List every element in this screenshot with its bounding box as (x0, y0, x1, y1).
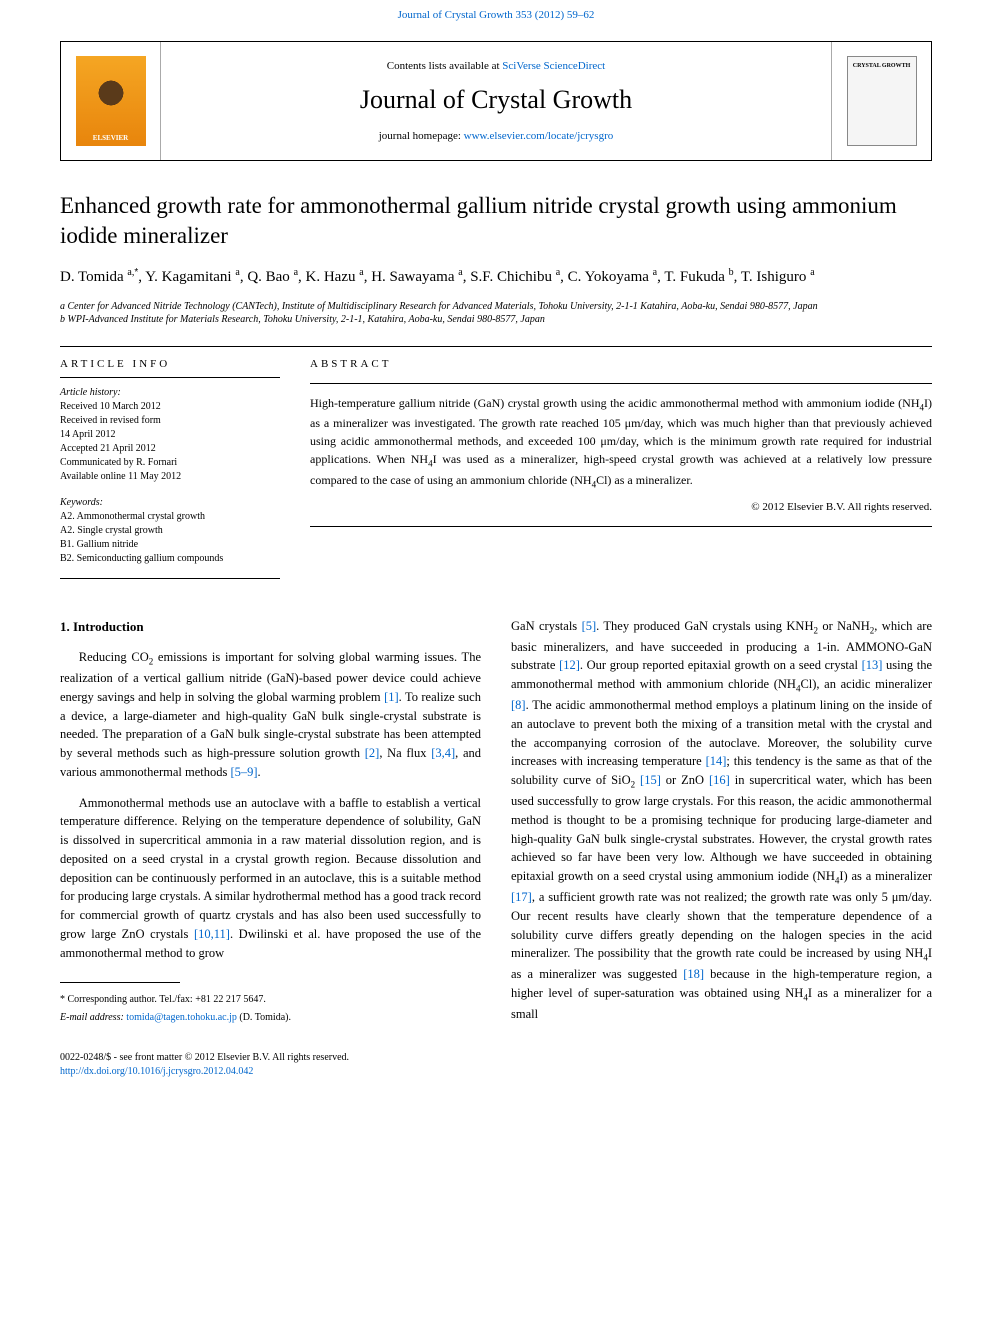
article-history-block: Article history: Received 10 March 2012 … (60, 386, 280, 484)
journal-cover-box: CRYSTAL GROWTH (831, 42, 931, 160)
footnote-divider (60, 982, 180, 983)
authors-list: D. Tomida a,*, Y. Kagamitani a, Q. Bao a… (60, 266, 932, 288)
body-two-column: 1. Introduction Reducing CO2 emissions i… (60, 617, 932, 1032)
abstract-heading: ABSTRACT (310, 357, 932, 372)
history-line: Available online 11 May 2012 (60, 470, 280, 484)
contents-prefix: Contents lists available at (387, 60, 502, 72)
corresponding-author-footnote: * Corresponding author. Tel./fax: +81 22… (60, 991, 481, 1008)
body-paragraph: GaN crystals [5]. They produced GaN crys… (511, 617, 932, 1024)
issn-line: 0022-0248/$ - see front matter © 2012 El… (60, 1051, 932, 1065)
history-label: Article history: (60, 386, 280, 400)
info-abstract-row: ARTICLE INFO Article history: Received 1… (60, 357, 932, 586)
affiliation-a: a Center for Advanced Nitride Technology… (60, 300, 932, 313)
homepage-line: journal homepage: www.elsevier.com/locat… (379, 129, 614, 144)
journal-citation-link[interactable]: Journal of Crystal Growth 353 (2012) 59–… (0, 0, 992, 31)
divider (310, 526, 932, 527)
elsevier-tree-icon (91, 69, 131, 129)
abstract-column: ABSTRACT High-temperature gallium nitrid… (310, 357, 932, 586)
doi-link[interactable]: http://dx.doi.org/10.1016/j.jcrysgro.201… (60, 1065, 932, 1079)
thumb-text: CRYSTAL GROWTH (853, 62, 911, 70)
article-title: Enhanced growth rate for ammonothermal g… (60, 191, 932, 251)
history-line: Accepted 21 April 2012 (60, 442, 280, 456)
email-suffix: (D. Tomida). (237, 1012, 291, 1023)
keyword-line: A2. Ammonothermal crystal growth (60, 510, 280, 524)
elsevier-text: ELSEVIER (93, 134, 128, 144)
homepage-prefix: journal homepage: (379, 130, 464, 142)
affiliations: a Center for Advanced Nitride Technology… (60, 300, 932, 326)
bottom-meta: 0022-0248/$ - see front matter © 2012 El… (60, 1051, 932, 1079)
keyword-line: B2. Semiconducting gallium compounds (60, 552, 280, 566)
abstract-text: High-temperature gallium nitride (GaN) c… (310, 394, 932, 493)
journal-header: ELSEVIER Contents lists available at Sci… (60, 41, 932, 161)
article-content: Enhanced growth rate for ammonothermal g… (60, 191, 932, 1079)
header-center: Contents lists available at SciVerse Sci… (161, 42, 831, 160)
homepage-url[interactable]: www.elsevier.com/locate/jcrysgro (464, 130, 614, 142)
email-link[interactable]: tomida@tagen.tohoku.ac.jp (126, 1012, 237, 1023)
journal-name: Journal of Crystal Growth (360, 82, 632, 118)
introduction-heading: 1. Introduction (60, 617, 481, 637)
body-paragraph: Reducing CO2 emissions is important for … (60, 648, 481, 782)
keywords-block: Keywords: A2. Ammonothermal crystal grow… (60, 496, 280, 566)
history-line: 14 April 2012 (60, 428, 280, 442)
divider (60, 346, 932, 347)
footnote-corresp: * Corresponding author. Tel./fax: +81 22… (60, 994, 266, 1005)
history-line: Received in revised form (60, 414, 280, 428)
abstract-copyright: © 2012 Elsevier B.V. All rights reserved… (310, 500, 932, 515)
history-line: Received 10 March 2012 (60, 400, 280, 414)
affiliation-b: b WPI-Advanced Institute for Materials R… (60, 313, 932, 326)
article-info-heading: ARTICLE INFO (60, 357, 280, 372)
sciverse-link[interactable]: SciVerse ScienceDirect (502, 60, 605, 72)
keyword-line: B1. Gallium nitride (60, 538, 280, 552)
divider (310, 383, 932, 384)
divider (60, 377, 280, 378)
elsevier-logo: ELSEVIER (76, 56, 146, 146)
email-footnote: E-mail address: tomida@tagen.tohoku.ac.j… (60, 1010, 481, 1025)
elsevier-logo-box: ELSEVIER (61, 42, 161, 160)
divider (60, 578, 280, 579)
keyword-line: A2. Single crystal growth (60, 524, 280, 538)
email-label: E-mail address: (60, 1012, 126, 1023)
body-paragraph: Ammonothermal methods use an autoclave w… (60, 794, 481, 963)
keywords-label: Keywords: (60, 496, 280, 510)
journal-cover-thumb: CRYSTAL GROWTH (847, 56, 917, 146)
contents-line: Contents lists available at SciVerse Sci… (387, 59, 605, 74)
article-info-column: ARTICLE INFO Article history: Received 1… (60, 357, 280, 586)
history-line: Communicated by R. Fornari (60, 456, 280, 470)
